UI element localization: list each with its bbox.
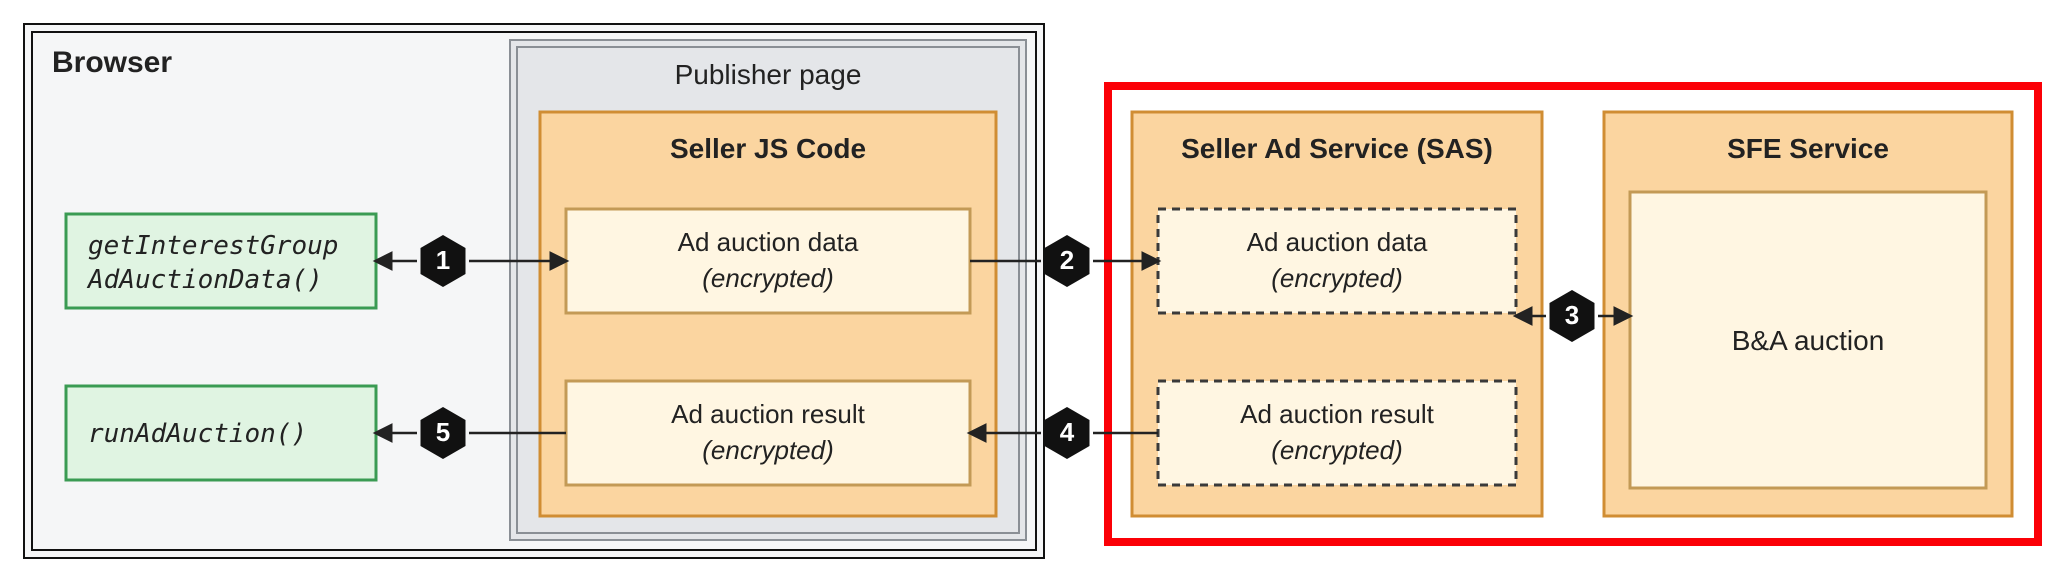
step-badge-3-label: 3 [1565, 300, 1579, 330]
sas-result-box-line1: Ad auction result [1240, 399, 1434, 429]
get-interest-group-box-line1: getInterestGroup [88, 231, 338, 261]
seller-js-result-box [566, 381, 970, 485]
sas-data-box [1158, 209, 1516, 313]
step-badge-4-label: 4 [1060, 417, 1075, 447]
step-badge-5-label: 5 [436, 417, 450, 447]
sas-data-box-line1: Ad auction data [1247, 227, 1428, 257]
sas-result-box-line2: (encrypted) [1271, 435, 1403, 465]
sas-result-box [1158, 381, 1516, 485]
sas-container-title: Seller Ad Service (SAS) [1181, 133, 1493, 164]
seller-js-data-box [566, 209, 970, 313]
seller-js-data-box-line2: (encrypted) [702, 263, 834, 293]
sfe-container-title: SFE Service [1727, 133, 1889, 164]
browser-title: Browser [52, 46, 172, 79]
seller-js-container-title: Seller JS Code [670, 133, 866, 164]
step-badge-1-label: 1 [436, 245, 450, 275]
seller-js-data-box-line1: Ad auction data [678, 227, 859, 257]
seller-js-result-box-line2: (encrypted) [702, 435, 834, 465]
sas-data-box-line2: (encrypted) [1271, 263, 1403, 293]
publisher-title: Publisher page [675, 59, 862, 90]
step-badge-2-label: 2 [1060, 245, 1074, 275]
sfe-auction-box-line1: B&A auction [1732, 325, 1885, 356]
run-ad-auction-box-line1: runAdAuction() [88, 419, 307, 449]
seller-js-result-box-line1: Ad auction result [671, 399, 865, 429]
get-interest-group-box-line2: AdAuctionData() [86, 265, 323, 295]
